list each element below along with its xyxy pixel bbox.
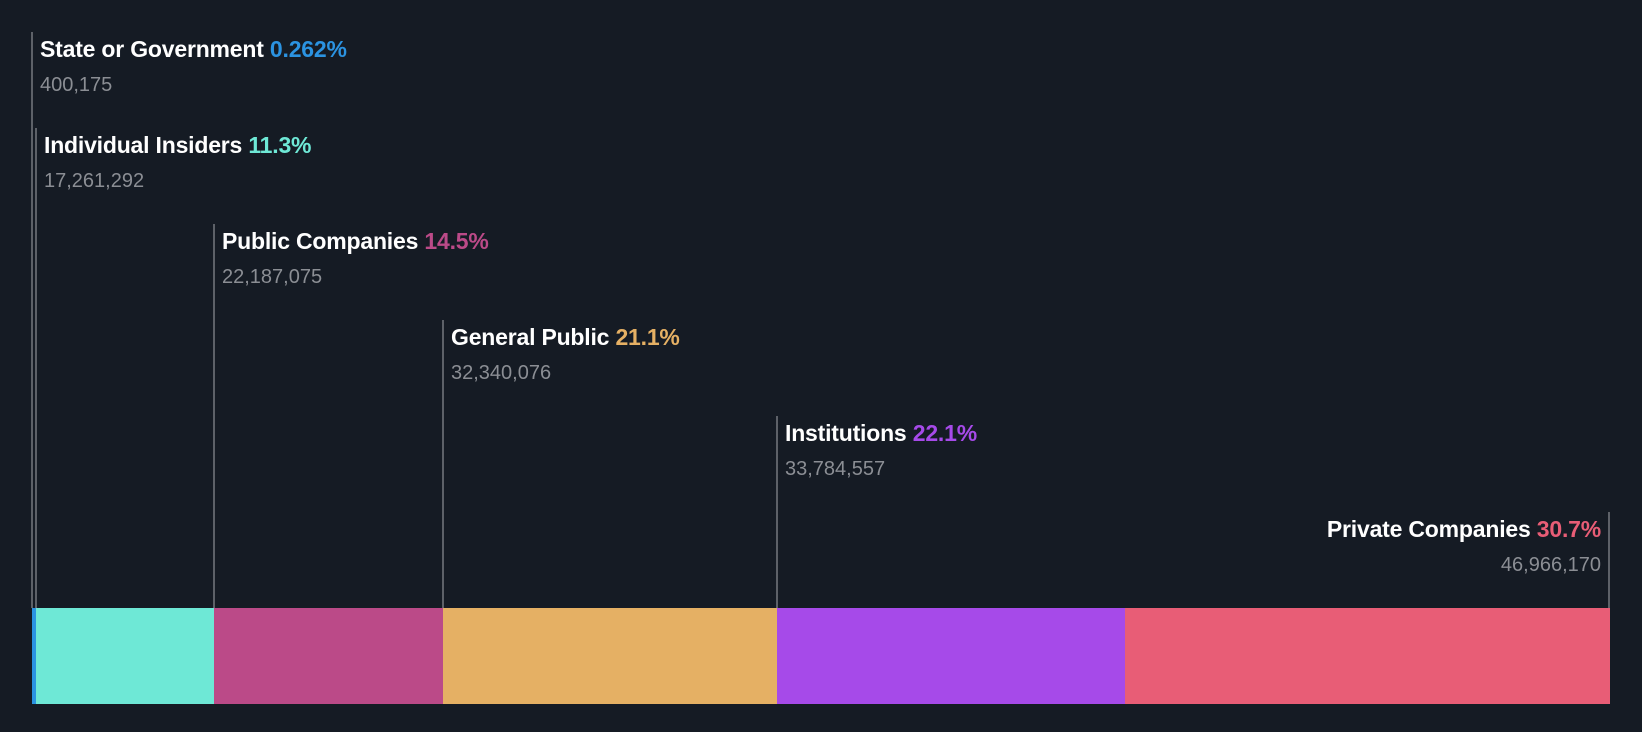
segment-name: Individual Insiders [44, 132, 243, 158]
segment-name: Public Companies [222, 228, 419, 254]
segment-shares: 32,340,076 [451, 362, 552, 384]
segment-shares: 46,966,170 [1500, 554, 1601, 576]
label-individual-insiders: Individual Insiders 11.3% 17,261,292 [44, 130, 311, 194]
label-public-companies: Public Companies 14.5% 22,187,075 [222, 226, 489, 290]
segment-name: State or Government [40, 36, 264, 62]
segment-percent: 21.1% [615, 324, 680, 350]
segment-shares: 17,261,292 [44, 170, 145, 192]
divider-public-companies [213, 224, 215, 608]
bar-segment-public-companies[interactable] [214, 608, 443, 704]
segment-name: Private Companies [1326, 516, 1531, 542]
segment-shares: 22,187,075 [222, 266, 323, 288]
segment-shares: 33,784,557 [785, 458, 886, 480]
label-state-or-government: State or Government 0.262% 400,175 [40, 34, 347, 98]
bar-segment-institutions[interactable] [777, 608, 1125, 704]
divider-individual-insiders [35, 128, 37, 608]
divider-state-or-government [31, 32, 33, 608]
segment-percent: 11.3% [248, 132, 312, 158]
label-private-companies: Private Companies 30.7% 46,966,170 [1327, 514, 1601, 578]
segment-percent: 0.262% [269, 36, 347, 62]
ownership-stacked-bar [32, 608, 1610, 704]
divider-general-public [442, 320, 444, 608]
segment-name: General Public [451, 324, 610, 350]
segment-percent: 22.1% [912, 420, 977, 446]
divider-institutions [776, 416, 778, 608]
divider-private-companies [1608, 512, 1610, 608]
label-general-public: General Public 21.1% 32,340,076 [451, 322, 680, 386]
bar-segment-private-companies[interactable] [1125, 608, 1610, 704]
segment-percent: 30.7% [1536, 516, 1601, 542]
segment-name: Institutions [785, 420, 907, 446]
bar-segment-general-public[interactable] [443, 608, 777, 704]
bar-segment-state-or-government[interactable] [32, 608, 36, 704]
segment-percent: 14.5% [424, 228, 489, 254]
segment-shares: 400,175 [40, 74, 113, 96]
bar-segment-individual-insiders[interactable] [36, 608, 214, 704]
label-institutions: Institutions 22.1% 33,784,557 [785, 418, 977, 482]
